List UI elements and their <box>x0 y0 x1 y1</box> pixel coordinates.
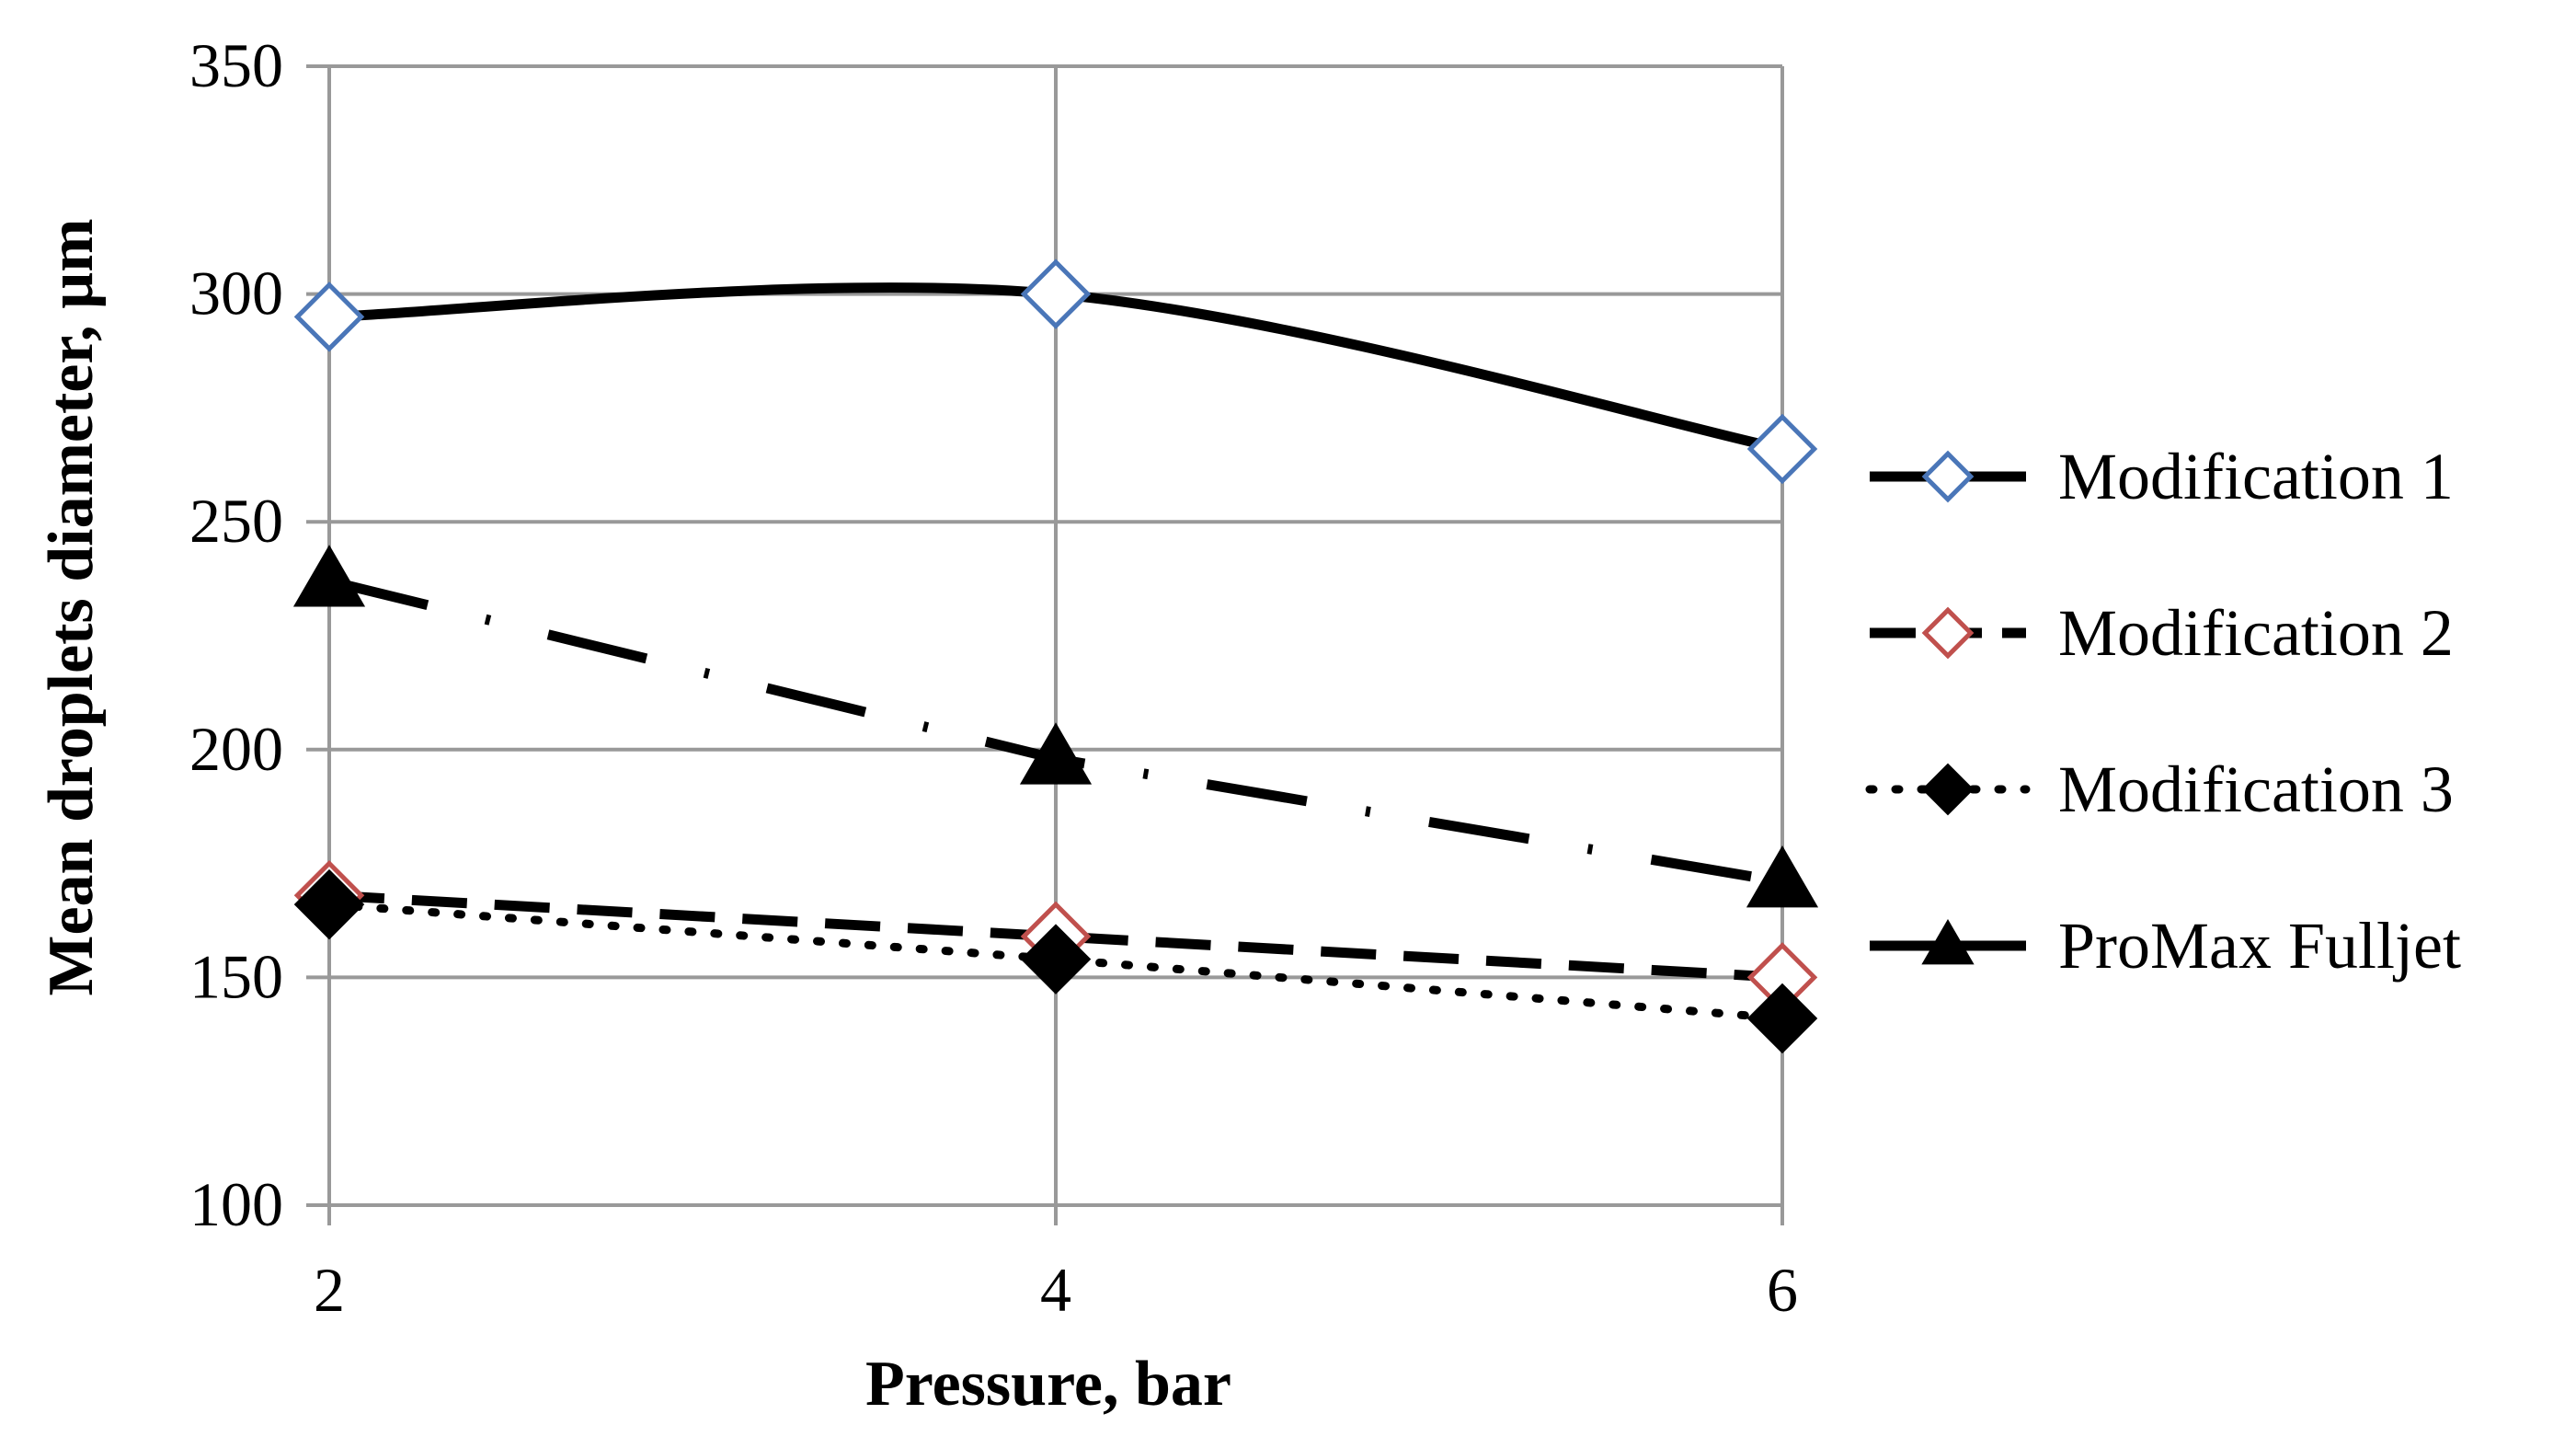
y-tick-label: 350 <box>189 30 283 100</box>
legend: Modification 1 Modification 2 Modification… <box>1865 440 2461 983</box>
y-tick-label: 150 <box>189 941 283 1011</box>
legend-marker-3 <box>1921 763 1975 816</box>
markers <box>292 259 1819 1054</box>
data-point-s3-p2 <box>1020 924 1092 994</box>
data-point-s3-p1 <box>293 868 365 940</box>
gridlines <box>306 64 1782 1207</box>
data-point-s4-p2 <box>1019 722 1093 785</box>
data-point-s1-p3 <box>1746 413 1818 485</box>
series-line-2 <box>328 890 1783 983</box>
legend-label-3: Modification 3 <box>2058 753 2454 826</box>
data-point-s4-p1 <box>292 545 366 607</box>
data-point-s3-p3 <box>1746 983 1818 1054</box>
legend-label-1: Modification 1 <box>2058 440 2454 513</box>
y-tick-label: 300 <box>189 259 283 328</box>
x-tick-label: 2 <box>314 1255 345 1325</box>
tick-labels: 100 150 200 250 300 350 2 4 6 <box>189 30 1798 1325</box>
axes <box>327 66 1784 1225</box>
data-point-s1-p2 <box>1020 259 1092 329</box>
y-tick-label: 250 <box>189 486 283 556</box>
data-point-s4-p3 <box>1746 845 1819 908</box>
legend-marker-2 <box>1921 606 1975 660</box>
y-tick-label: 200 <box>189 714 283 784</box>
legend-marker-4 <box>1921 918 1975 965</box>
x-tick-label: 4 <box>1040 1255 1071 1325</box>
legend-marker-1 <box>1921 450 1975 503</box>
legend-label-4: ProMax Fulljet <box>2058 909 2461 983</box>
data-point-s1-p1 <box>293 282 365 352</box>
legend-label-2: Modification 2 <box>2058 596 2454 670</box>
x-tick-label: 6 <box>1767 1255 1798 1325</box>
x-axis-title: Pressure, bar <box>865 1349 1231 1420</box>
y-axis-title: Mean droplets diameter, µm <box>36 218 107 995</box>
y-tick-label: 100 <box>189 1169 283 1239</box>
